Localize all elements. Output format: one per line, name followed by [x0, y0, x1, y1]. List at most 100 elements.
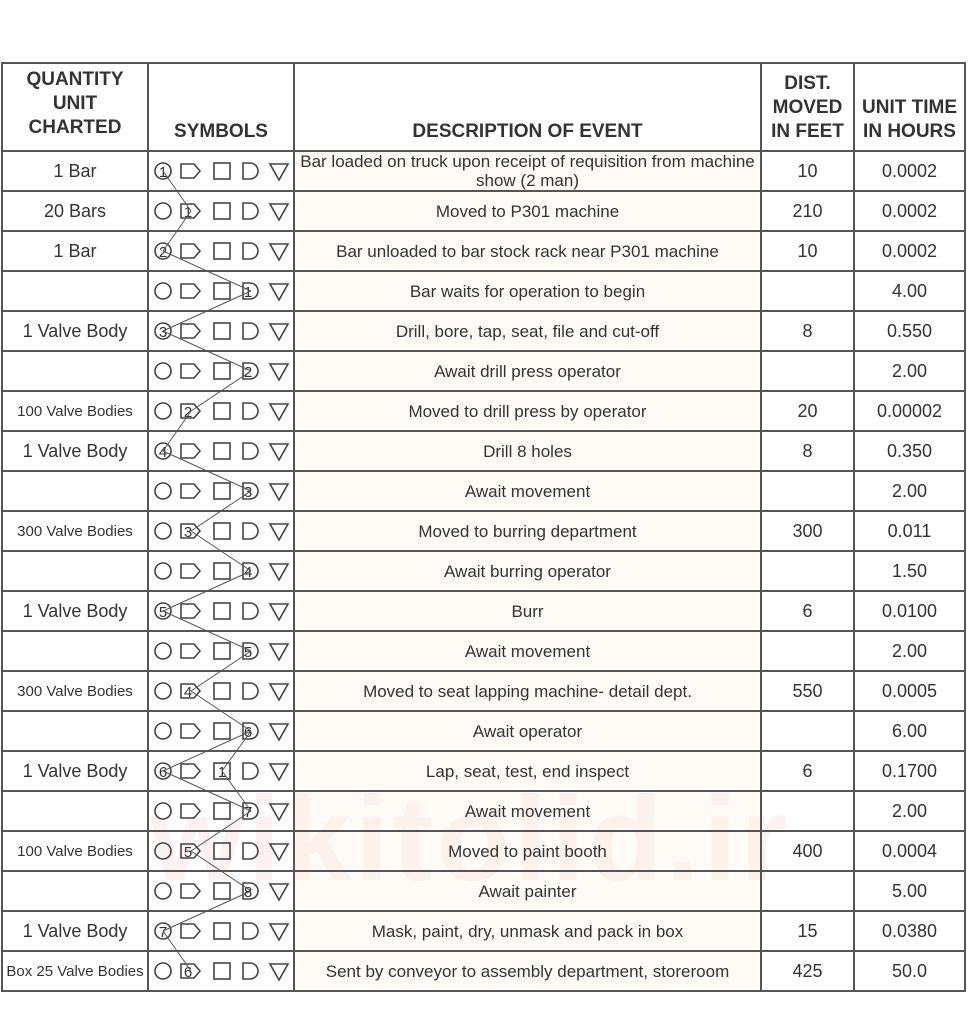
table-row: Await movement 2.00	[1, 470, 966, 512]
process-table: QUANTITY UNIT CHARTED SYMBOLS DESCRIPTIO…	[1, 62, 966, 992]
table-row: 1 Valve Body Mask, paint, dry, unmask and…	[1, 910, 966, 952]
description-cell: Drill, bore, tap, seat, file and cut-off	[293, 310, 762, 352]
description-cell: Await movement	[293, 630, 762, 672]
table-row: 1 Valve Body Lap, seat, test, end inspect…	[1, 750, 966, 792]
time-cell: 0.0002	[853, 230, 966, 272]
time-cell: 0.0005	[853, 670, 966, 712]
time-cell: 0.350	[853, 430, 966, 472]
header-distance: DIST. MOVED IN FEET	[760, 62, 855, 152]
table-row: 20 Bars Moved to P301 machine 210 0.0002	[1, 190, 966, 232]
time-cell: 0.0002	[853, 190, 966, 232]
description-cell: Lap, seat, test, end inspect	[293, 750, 762, 792]
symbols-cell	[147, 550, 295, 592]
symbols-cell	[147, 190, 295, 232]
time-cell: 0.550	[853, 310, 966, 352]
table-row: 1 Valve Body Burr 6 0.0100	[1, 590, 966, 632]
time-cell: 0.011	[853, 510, 966, 552]
symbols-cell	[147, 150, 295, 192]
distance-cell: 10	[760, 230, 855, 272]
quantity-cell: 100 Valve Bodies	[1, 830, 149, 872]
table-row: 1 Valve Body Drill 8 holes 8 0.350	[1, 430, 966, 472]
distance-cell: 10	[760, 150, 855, 192]
distance-cell: 550	[760, 670, 855, 712]
table-row: Await movement 2.00	[1, 790, 966, 832]
description-cell: Await drill press operator	[293, 350, 762, 392]
table-row: Await movement 2.00	[1, 630, 966, 672]
table-row: Await operator 6.00	[1, 710, 966, 752]
table-row: Await drill press operator 2.00	[1, 350, 966, 392]
distance-cell	[760, 550, 855, 592]
time-cell: 4.00	[853, 270, 966, 312]
table-row: Box 25 Valve Bodies Sent by conveyor to a…	[1, 950, 966, 992]
distance-cell	[760, 470, 855, 512]
symbols-cell	[147, 710, 295, 752]
symbols-cell	[147, 430, 295, 472]
description-cell: Bar unloaded to bar stock rack near P301…	[293, 230, 762, 272]
symbols-cell	[147, 670, 295, 712]
description-cell: Await movement	[293, 470, 762, 512]
description-cell: Moved to seat lapping machine- detail de…	[293, 670, 762, 712]
quantity-cell	[1, 550, 149, 592]
quantity-cell: Box 25 Valve Bodies	[1, 950, 149, 992]
time-cell: 0.0004	[853, 830, 966, 872]
quantity-cell	[1, 470, 149, 512]
symbols-cell	[147, 790, 295, 832]
distance-cell: 425	[760, 950, 855, 992]
table-row: 300 Valve Bodies Moved to burring departm…	[1, 510, 966, 552]
table-row: 1 Valve Body Drill, bore, tap, seat, file…	[1, 310, 966, 352]
symbols-cell	[147, 470, 295, 512]
time-cell: 2.00	[853, 350, 966, 392]
symbols-cell	[147, 310, 295, 352]
quantity-cell	[1, 870, 149, 912]
symbols-cell	[147, 870, 295, 912]
quantity-cell: 300 Valve Bodies	[1, 670, 149, 712]
description-cell: Await movement	[293, 790, 762, 832]
description-cell: Await painter	[293, 870, 762, 912]
quantity-cell: 1 Valve Body	[1, 590, 149, 632]
distance-cell	[760, 790, 855, 832]
symbols-cell	[147, 590, 295, 632]
distance-cell: 6	[760, 750, 855, 792]
distance-cell: 20	[760, 390, 855, 432]
header-symbols: SYMBOLS	[147, 62, 295, 152]
symbols-cell	[147, 350, 295, 392]
table-row: 100 Valve Bodies Moved to drill press by …	[1, 390, 966, 432]
symbols-cell	[147, 950, 295, 992]
distance-cell	[760, 710, 855, 752]
description-cell: Burr	[293, 590, 762, 632]
time-cell: 1.50	[853, 550, 966, 592]
quantity-cell: 20 Bars	[1, 190, 149, 232]
symbols-cell	[147, 270, 295, 312]
time-cell: 50.0	[853, 950, 966, 992]
description-cell: Mask, paint, dry, unmask and pack in box	[293, 910, 762, 952]
header-quantity: QUANTITY UNIT CHARTED	[1, 62, 149, 152]
symbols-cell	[147, 390, 295, 432]
symbols-cell	[147, 230, 295, 272]
description-cell: Await burring operator	[293, 550, 762, 592]
header-description: DESCRIPTION OF EVENT	[293, 62, 762, 152]
symbols-cell	[147, 630, 295, 672]
description-cell: Drill 8 holes	[293, 430, 762, 472]
distance-cell: 300	[760, 510, 855, 552]
symbols-cell	[147, 830, 295, 872]
quantity-cell: 100 Valve Bodies	[1, 390, 149, 432]
quantity-cell: 1 Valve Body	[1, 310, 149, 352]
description-cell: Moved to burring department	[293, 510, 762, 552]
quantity-cell: 300 Valve Bodies	[1, 510, 149, 552]
distance-cell: 8	[760, 430, 855, 472]
distance-cell: 400	[760, 830, 855, 872]
quantity-cell	[1, 270, 149, 312]
quantity-cell: 1 Valve Body	[1, 750, 149, 792]
table-row: 1 Bar Bar loaded on truck upon receipt of…	[1, 150, 966, 192]
symbols-cell	[147, 750, 295, 792]
distance-cell: 8	[760, 310, 855, 352]
quantity-cell	[1, 710, 149, 752]
time-cell: 0.1700	[853, 750, 966, 792]
table-row: Await burring operator 1.50	[1, 550, 966, 592]
quantity-cell	[1, 790, 149, 832]
distance-cell	[760, 630, 855, 672]
header-row: QUANTITY UNIT CHARTED SYMBOLS DESCRIPTIO…	[1, 62, 966, 152]
description-cell: Bar loaded on truck upon receipt of requ…	[293, 150, 762, 192]
quantity-cell: 1 Bar	[1, 230, 149, 272]
